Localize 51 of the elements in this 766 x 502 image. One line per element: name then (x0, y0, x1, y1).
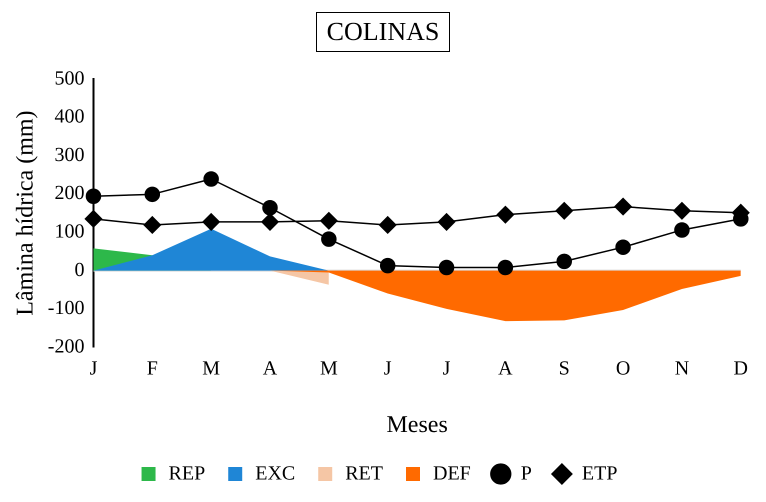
point (556, 254, 572, 270)
point (84, 210, 102, 228)
point (86, 188, 102, 204)
legend-label: EXC (255, 462, 296, 484)
point (144, 216, 162, 234)
x-tick-label: M (202, 357, 220, 380)
point (203, 171, 219, 187)
y-tick-label: 500 (54, 67, 84, 90)
y-tick-label: 0 (74, 258, 84, 281)
point (438, 260, 454, 276)
legend-label: ETP (582, 462, 618, 484)
y-axis-title: Lâmina hídrica (mm) (12, 110, 39, 316)
chart-title: COLINAS (316, 12, 450, 52)
point (498, 260, 514, 276)
x-tick-label: D (734, 357, 748, 380)
point (380, 258, 396, 274)
x-tick-label: J (442, 357, 451, 380)
y-tick-label: 400 (54, 106, 84, 128)
point (673, 202, 691, 220)
point (261, 213, 279, 231)
legend-label: P (520, 462, 532, 484)
x-tick-label: M (320, 357, 338, 380)
point (555, 202, 573, 220)
point (674, 222, 690, 238)
x-tick-label: J (384, 357, 392, 380)
y-tick-label: -100 (48, 297, 84, 320)
point (496, 206, 514, 224)
point (320, 212, 338, 230)
point (144, 186, 160, 202)
x-tick-label: F (146, 357, 158, 380)
point (614, 198, 632, 216)
x-tick-label: A (262, 357, 278, 380)
point (378, 216, 396, 234)
x-tick-label: J (90, 357, 98, 380)
point (262, 200, 278, 216)
legend-label: RET (345, 462, 384, 484)
x-tick-label: O (616, 357, 630, 380)
y-tick-label: 300 (54, 144, 84, 166)
y-tick-label: 200 (54, 182, 84, 204)
legend-label: REP (168, 462, 206, 484)
x-tick-label: N (674, 357, 690, 380)
x-axis-title: Meses (386, 412, 448, 438)
x-tick-label: S (558, 357, 570, 380)
y-tick-label: -200 (48, 335, 84, 358)
point (202, 213, 220, 231)
point (321, 231, 337, 247)
y-tick-label: 100 (54, 220, 84, 243)
point (615, 239, 631, 255)
x-tick-label: A (498, 357, 514, 380)
point (438, 213, 456, 231)
legend-label: DEF (432, 462, 471, 484)
